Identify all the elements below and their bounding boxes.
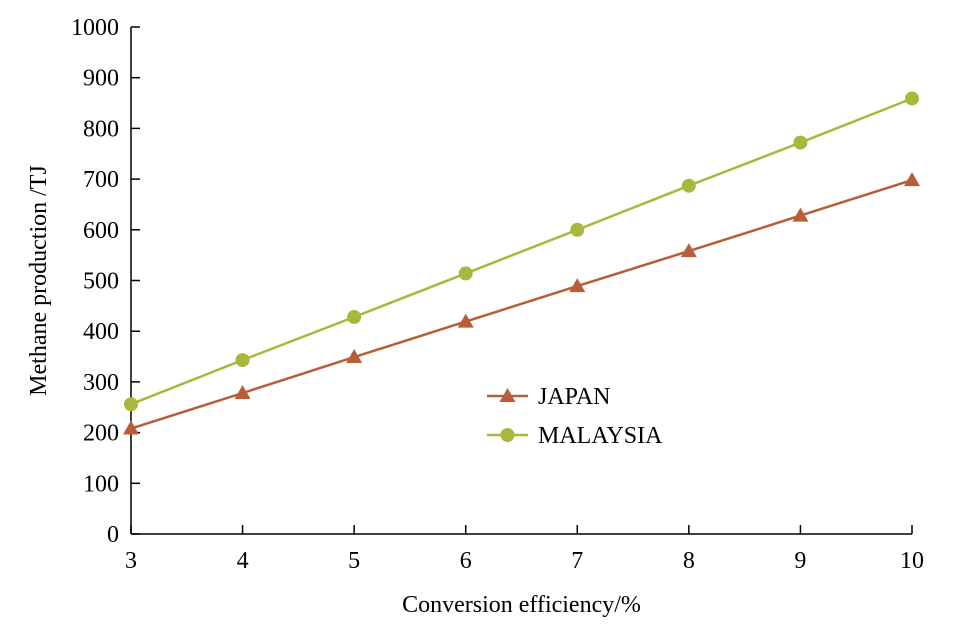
data-point xyxy=(458,266,473,281)
series-japan xyxy=(123,172,920,435)
y-ticks: 0 100 200 300 400 500 600 700 800 900 1000 xyxy=(71,15,140,548)
data-point xyxy=(680,243,697,258)
legend-item: MALAYSIA xyxy=(487,423,663,449)
y-tick-label: 700 xyxy=(83,167,119,193)
data-point xyxy=(904,172,920,187)
y-tick-label: 400 xyxy=(83,319,119,345)
data-point xyxy=(793,135,808,150)
y-tick-label: 0 xyxy=(107,522,119,548)
data-point xyxy=(457,313,474,328)
data-point xyxy=(681,178,696,193)
y-tick-label: 900 xyxy=(83,66,119,92)
x-tick-label: 4 xyxy=(237,548,249,574)
data-point xyxy=(124,397,138,412)
legend-label: JAPAN xyxy=(538,384,610,410)
legend-marker xyxy=(500,428,515,442)
x-tick-label: 8 xyxy=(683,548,695,574)
legend-marker xyxy=(499,388,516,402)
x-axis-title: Conversion efficiency/% xyxy=(402,592,641,618)
series-layer xyxy=(123,91,920,435)
y-tick-label: 600 xyxy=(83,218,119,244)
data-point xyxy=(234,385,251,400)
x-tick-label: 7 xyxy=(571,548,583,574)
data-point xyxy=(792,207,809,222)
axes xyxy=(130,27,912,535)
y-tick-label: 500 xyxy=(83,269,119,295)
x-tick-label: 3 xyxy=(125,548,137,574)
data-point xyxy=(235,353,250,368)
x-tick-label: 9 xyxy=(794,548,806,574)
data-point xyxy=(346,349,363,364)
legend: JAPAN MALAYSIA xyxy=(487,384,663,449)
x-ticks: 3 4 5 6 7 8 9 10 xyxy=(125,525,924,574)
y-tick-label: 1000 xyxy=(71,15,119,41)
y-tick-label: 100 xyxy=(83,471,119,497)
y-tick-label: 300 xyxy=(83,370,119,396)
legend-label: MALAYSIA xyxy=(538,423,663,449)
series-line xyxy=(130,97,913,406)
data-point xyxy=(569,278,586,293)
data-point xyxy=(570,222,585,237)
data-point xyxy=(347,310,362,325)
x-tick-label: 10 xyxy=(900,548,924,574)
y-axis-title: Methane production /TJ xyxy=(26,165,52,396)
x-tick-label: 5 xyxy=(348,548,360,574)
y-tick-label: 200 xyxy=(83,421,119,447)
legend-item: JAPAN xyxy=(487,384,610,410)
data-point xyxy=(905,91,919,106)
series-malaysia xyxy=(124,91,919,412)
x-tick-label: 6 xyxy=(460,548,472,574)
data-point xyxy=(123,420,139,435)
y-tick-label: 800 xyxy=(83,116,119,142)
series-line xyxy=(130,178,913,430)
